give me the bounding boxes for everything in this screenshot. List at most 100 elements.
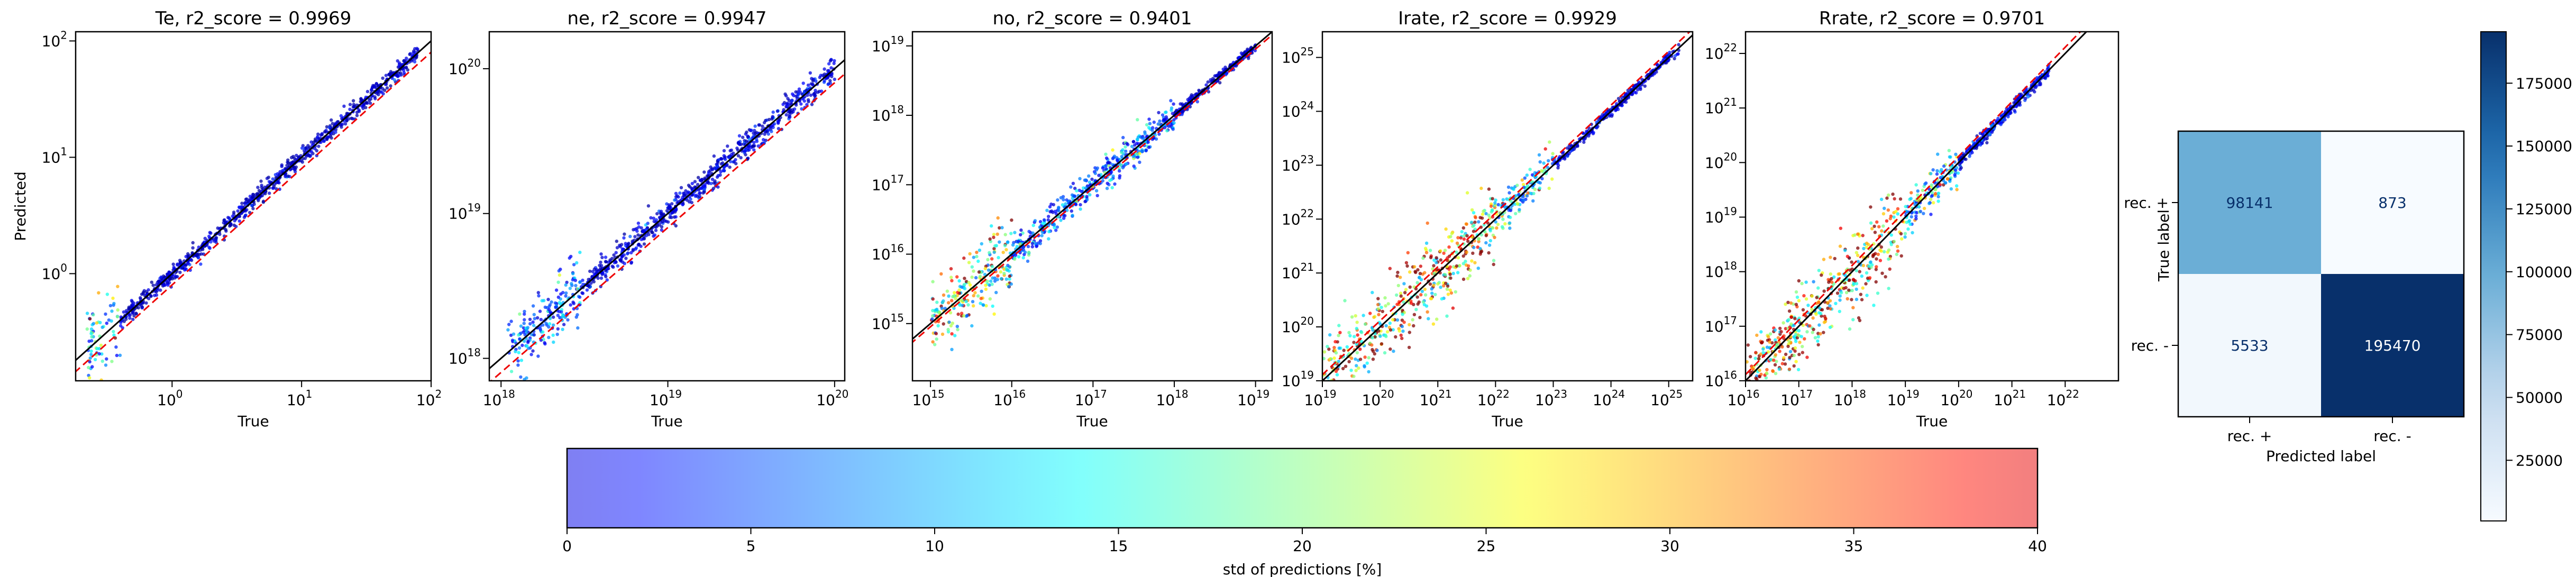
scatter-point	[1636, 88, 1640, 91]
scatter-point	[1352, 374, 1356, 378]
scatter-point	[1414, 308, 1418, 312]
scatter-point	[1363, 322, 1367, 326]
scatter-point	[1990, 123, 1994, 127]
x-tick-label: 1019	[1887, 388, 1920, 409]
scatter-point	[1872, 304, 1876, 307]
scatter-point	[1477, 237, 1481, 241]
scatter-point	[1930, 195, 1933, 198]
scatter-point	[1820, 308, 1824, 312]
identity-line	[489, 59, 845, 370]
scatter-point	[999, 270, 1003, 274]
scatter-point	[1363, 364, 1366, 368]
scatter-point	[1372, 315, 1376, 319]
y-tick-label: 1018	[449, 346, 481, 368]
scatter-point	[537, 294, 541, 298]
scatter-point	[1046, 218, 1050, 222]
scatter-point	[1542, 161, 1546, 165]
scatter-point	[784, 94, 788, 98]
scatter-point	[1484, 212, 1488, 216]
scatter-point	[953, 334, 957, 337]
scatter-point	[1347, 331, 1351, 335]
scatter-point	[1896, 249, 1900, 253]
scatter-point	[633, 227, 637, 231]
scatter-point	[1113, 182, 1117, 186]
scatter-point	[1856, 232, 1860, 236]
scatter-point	[1914, 217, 1918, 221]
scatter-point	[1396, 283, 1400, 288]
scatter-point	[552, 340, 555, 344]
scatter-point	[1234, 64, 1238, 68]
scatter-point	[1947, 149, 1951, 152]
scatter-point	[523, 312, 526, 316]
scatter-point	[509, 333, 513, 337]
scatter-point	[1936, 195, 1940, 199]
scatter-point	[646, 204, 651, 208]
scatter-point	[1384, 335, 1388, 338]
scatter-point	[532, 333, 536, 337]
scatter-point	[1675, 52, 1679, 56]
scatter-point	[1180, 102, 1184, 106]
scatter-point	[1955, 188, 1959, 191]
scatter-point	[1764, 383, 1767, 386]
scatter-point	[1125, 162, 1128, 166]
scatter-point	[728, 149, 732, 153]
scatter-point	[1106, 181, 1109, 185]
scatter-point	[653, 233, 657, 237]
scatter-point	[1458, 264, 1461, 268]
scatter-point	[968, 252, 972, 256]
scatter-point	[92, 313, 95, 317]
scatter-point	[259, 179, 263, 183]
scatter-point	[1765, 372, 1769, 375]
scatter-point	[1879, 249, 1883, 253]
scatter-point	[1152, 120, 1156, 124]
scatter-point	[404, 66, 408, 69]
axes-frame	[1321, 31, 1694, 382]
scatter-point	[243, 201, 247, 205]
scatter-point	[184, 263, 187, 268]
identity-line	[76, 40, 431, 362]
scatter-point	[132, 314, 136, 318]
scatter-point	[1327, 408, 1330, 411]
scatter-point	[1984, 130, 1988, 133]
scatter-point	[1465, 222, 1468, 226]
scatter-point	[1766, 335, 1770, 338]
scatter-point	[1468, 268, 1472, 272]
scatter-point	[1455, 241, 1459, 245]
scatter-point	[1164, 115, 1168, 119]
scatter-point	[159, 275, 163, 279]
scatter-point	[1399, 276, 1402, 279]
scatter-point	[1521, 182, 1525, 187]
scatter-point	[581, 282, 585, 286]
scatter-point	[960, 285, 964, 289]
scatter-point	[330, 118, 333, 122]
scatter-point	[1503, 222, 1507, 226]
scatter-point	[1487, 213, 1491, 217]
scatter-point	[1033, 219, 1037, 223]
scatter-point	[1371, 358, 1375, 361]
scatter-point	[1829, 307, 1832, 311]
scatter-point	[1402, 320, 1406, 324]
scatter-point	[936, 324, 940, 328]
scatter-point	[1481, 212, 1485, 216]
scatter-point	[991, 304, 994, 308]
scatter-point	[1021, 256, 1025, 260]
scatter-point	[1190, 95, 1194, 98]
scatter-point	[686, 191, 690, 195]
scatter-point	[833, 77, 837, 81]
scatter-point	[1357, 366, 1360, 370]
scatter-point	[943, 307, 947, 310]
scatter-point	[1827, 280, 1831, 284]
scatter-point	[1479, 250, 1483, 254]
scatter-point	[343, 122, 348, 126]
scatter-point	[101, 359, 104, 363]
scatter-point	[1838, 294, 1842, 298]
scatter-point	[1075, 189, 1079, 193]
scatter-point	[949, 324, 953, 328]
scatter-point	[535, 316, 540, 320]
scatter-point	[1880, 229, 1884, 233]
scatter-point	[1376, 297, 1380, 300]
scatter-point	[596, 276, 600, 280]
scatter-point	[1768, 332, 1773, 336]
scatter-point	[115, 315, 120, 318]
scatter-point	[1861, 286, 1865, 290]
